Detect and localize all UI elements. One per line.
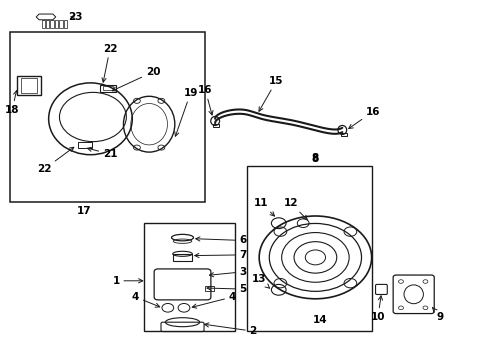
Bar	[17, 76, 41, 95]
Bar	[50, 20, 54, 28]
Text: 22: 22	[102, 44, 117, 82]
Bar	[41, 20, 45, 28]
Text: 21: 21	[87, 147, 117, 159]
Text: 9: 9	[432, 308, 443, 322]
Text: 7: 7	[194, 250, 246, 260]
Bar	[246, 166, 371, 331]
Text: 4: 4	[192, 292, 236, 308]
Text: 1: 1	[112, 276, 142, 286]
Text: 8: 8	[311, 154, 318, 164]
Text: 8: 8	[311, 153, 318, 163]
Text: 13: 13	[251, 274, 269, 288]
Text: 15: 15	[259, 76, 283, 111]
Bar	[46, 20, 49, 28]
Bar	[100, 85, 116, 92]
Bar	[212, 124, 218, 127]
Text: 20: 20	[112, 67, 160, 91]
Text: 4: 4	[132, 292, 160, 307]
Bar	[63, 20, 67, 28]
Text: 5: 5	[206, 284, 246, 294]
Bar	[172, 254, 192, 261]
Text: 19: 19	[174, 88, 197, 136]
Text: 14: 14	[312, 315, 327, 325]
Text: 3: 3	[209, 267, 246, 277]
Text: 22: 22	[37, 147, 74, 174]
Bar	[59, 20, 62, 28]
Text: 12: 12	[283, 198, 306, 220]
Text: 16: 16	[198, 85, 213, 115]
Text: 16: 16	[348, 107, 380, 129]
Bar	[144, 223, 234, 331]
Bar	[340, 133, 346, 136]
Text: 10: 10	[370, 296, 385, 322]
Bar	[78, 142, 92, 148]
Bar	[55, 20, 58, 28]
Text: 23: 23	[68, 12, 83, 22]
Text: 2: 2	[204, 323, 256, 336]
Bar	[204, 286, 214, 291]
Text: 11: 11	[254, 198, 274, 216]
Text: 18: 18	[5, 91, 20, 115]
Bar	[10, 32, 205, 202]
Text: 17: 17	[77, 206, 91, 216]
Text: 6: 6	[195, 235, 246, 246]
Bar	[103, 86, 113, 90]
Bar	[20, 78, 37, 93]
